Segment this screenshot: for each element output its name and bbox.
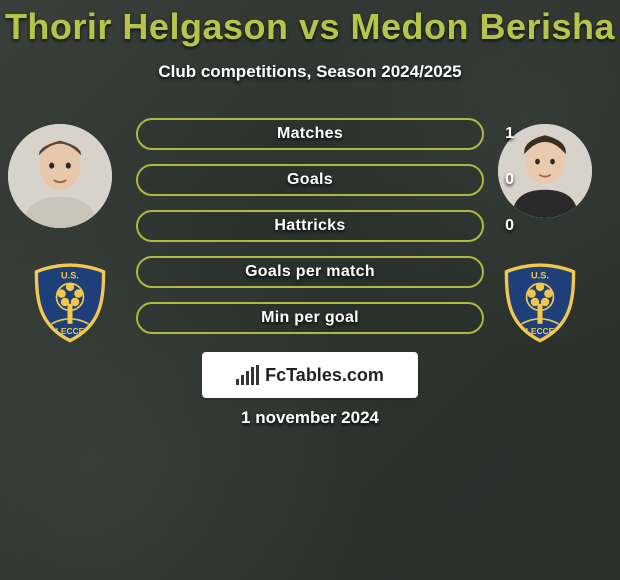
stat-label: Min per goal xyxy=(261,309,359,327)
stat-pill-matches: Matches 1 xyxy=(136,118,484,150)
stat-right-value: 0 xyxy=(505,217,514,235)
date-label: 1 november 2024 xyxy=(0,408,620,428)
stat-label: Goals per match xyxy=(245,263,375,281)
stat-row: Goals per match xyxy=(0,256,620,288)
stat-row: Matches 1 xyxy=(0,118,620,150)
stat-row: Min per goal xyxy=(0,302,620,334)
stat-label: Hattricks xyxy=(274,217,345,235)
stat-label: Matches xyxy=(277,125,343,143)
stat-row: Hattricks 0 xyxy=(0,210,620,242)
stat-pill-goals: Goals 0 xyxy=(136,164,484,196)
comparison-card: Thorir Helgason vs Medon Berisha Club co… xyxy=(0,0,620,580)
brand-chip[interactable]: FcTables.com xyxy=(202,352,418,398)
bar-chart-icon xyxy=(236,365,259,385)
stat-pill-goals-per-match: Goals per match xyxy=(136,256,484,288)
stat-pill-min-per-goal: Min per goal xyxy=(136,302,484,334)
stat-right-value: 1 xyxy=(505,125,514,143)
page-subtitle: Club competitions, Season 2024/2025 xyxy=(0,62,620,82)
stat-label: Goals xyxy=(287,171,333,189)
stat-row: Goals 0 xyxy=(0,164,620,196)
stat-pill-hattricks: Hattricks 0 xyxy=(136,210,484,242)
stats-list: Matches 1 Goals 0 Hattricks 0 xyxy=(0,118,620,348)
page-title: Thorir Helgason vs Medon Berisha xyxy=(0,0,620,48)
content: Thorir Helgason vs Medon Berisha Club co… xyxy=(0,0,620,580)
brand-text: FcTables.com xyxy=(265,365,384,386)
stat-right-value: 0 xyxy=(505,171,514,189)
